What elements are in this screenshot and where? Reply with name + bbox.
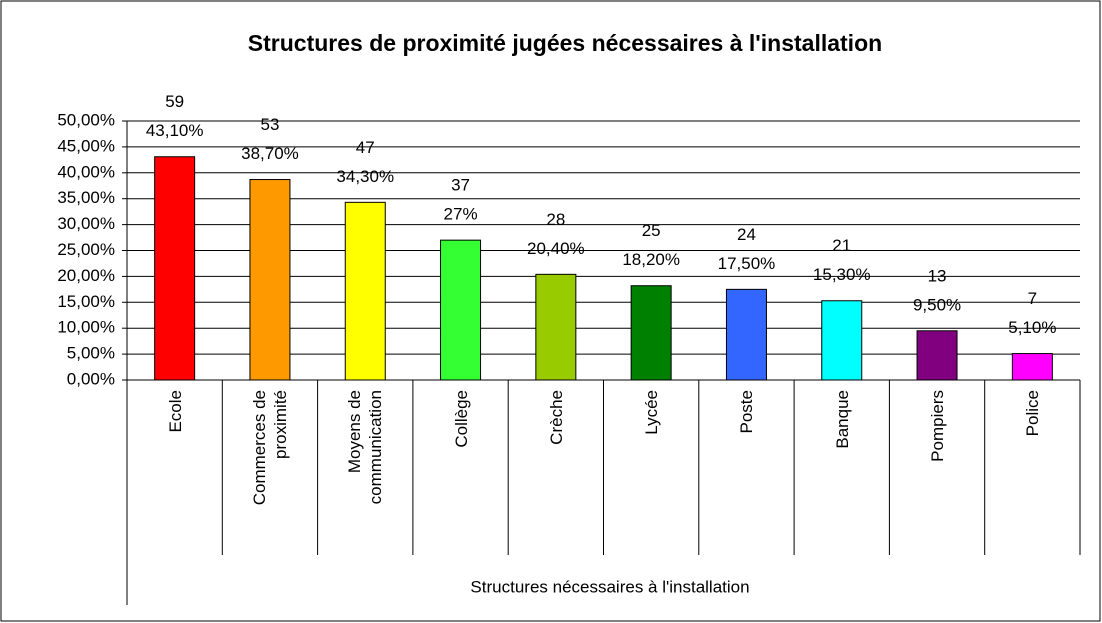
count-label: 13: [928, 266, 947, 285]
x-axis-title: Structures nécessaires à l'installation: [470, 577, 749, 596]
y-tick-label: 0,00%: [67, 369, 115, 388]
x-tick-label: Police: [1022, 390, 1042, 437]
count-label: 7: [1028, 289, 1037, 308]
count-label: 28: [546, 210, 565, 229]
bar: [725, 288, 767, 381]
value-label: 9,50%: [913, 295, 961, 314]
y-tick-label: 15,00%: [57, 292, 115, 311]
bar: [1011, 353, 1053, 381]
bar: [916, 330, 958, 381]
y-tick-label: 20,00%: [57, 266, 115, 285]
bar: [821, 300, 863, 381]
value-label: 5,10%: [1008, 318, 1056, 337]
count-label: 21: [832, 236, 851, 255]
count-label: 47: [356, 138, 375, 157]
y-tick-label: 45,00%: [57, 136, 115, 155]
x-tick-label: Crèche: [546, 390, 566, 445]
y-tick-label: 5,00%: [67, 344, 115, 363]
x-tick-label: Banque: [832, 390, 852, 449]
value-label: 15,30%: [813, 265, 871, 284]
x-tick-label: Collège: [451, 390, 471, 448]
value-label: 20,40%: [527, 239, 585, 258]
count-label: 24: [737, 225, 756, 244]
value-label: 43,10%: [146, 121, 204, 140]
count-label: 59: [165, 92, 184, 111]
bar: [535, 273, 577, 381]
chart-title: Structures de proximité jugées nécessair…: [248, 30, 882, 56]
y-tick-label: 35,00%: [57, 188, 115, 207]
count-label: 25: [642, 221, 661, 240]
value-label: 27%: [444, 205, 478, 224]
value-label: 18,20%: [622, 250, 680, 269]
bar: [440, 239, 482, 381]
bar: [249, 179, 291, 381]
x-tick-label: Commerces de proximité: [249, 390, 290, 506]
x-tick-label: Ecole: [165, 390, 185, 433]
bar: [154, 156, 196, 381]
x-tick-label: Lycée: [641, 390, 661, 435]
x-tick-label: Pompiers: [927, 390, 947, 462]
value-label: 34,30%: [336, 167, 394, 186]
count-label: 53: [260, 115, 279, 134]
y-tick-label: 25,00%: [57, 240, 115, 259]
x-tick-label: Moyens de communication: [345, 390, 386, 505]
x-tick-label: Poste: [736, 390, 756, 434]
bar: [630, 285, 672, 381]
y-tick-label: 50,00%: [57, 110, 115, 129]
y-tick-label: 10,00%: [57, 318, 115, 337]
value-label: 17,50%: [718, 254, 776, 273]
y-tick-label: 40,00%: [57, 162, 115, 181]
bar: [344, 201, 386, 381]
value-label: 38,70%: [241, 144, 299, 163]
count-label: 37: [451, 176, 470, 195]
y-tick-label: 30,00%: [57, 214, 115, 233]
